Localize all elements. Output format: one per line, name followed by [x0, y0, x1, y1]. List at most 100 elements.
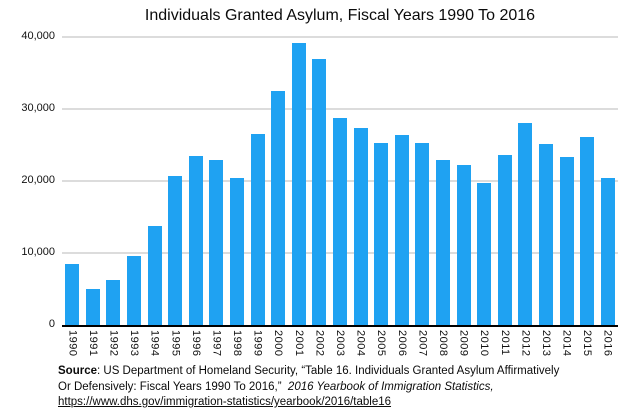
x-label-slot-2004: 2004 — [350, 330, 371, 356]
y-tick-label-40000: 40,000 — [21, 30, 55, 42]
bar-2006 — [394, 135, 409, 325]
source-line-2: Or Defensively: Fiscal Years 1990 To 201… — [58, 380, 598, 396]
y-tick-label-20000: 20,000 — [21, 174, 55, 186]
bar-1997 — [209, 159, 224, 325]
bar-col-2007 — [412, 37, 433, 325]
x-tick-label-2010: 2010 — [478, 330, 491, 357]
x-tick-label-1997: 1997 — [210, 330, 223, 357]
bar-col-2006 — [392, 37, 413, 325]
bar-1993 — [127, 256, 142, 325]
bar-col-1999 — [247, 37, 268, 325]
bar-col-2004 — [350, 37, 371, 325]
bar-2011 — [497, 154, 512, 325]
source-note: Source: US Department of Homeland Securi… — [58, 364, 598, 411]
source-line-1: Source: US Department of Homeland Securi… — [58, 364, 598, 380]
bar-2009 — [456, 165, 471, 325]
bar-2000 — [271, 91, 286, 325]
bar-col-2014 — [556, 37, 577, 325]
x-label-slot-2000: 2000 — [268, 330, 289, 356]
x-label-slot-2013: 2013 — [536, 330, 557, 356]
bar-2003 — [333, 118, 348, 325]
bar-2002 — [312, 59, 327, 325]
x-label-slot-1990: 1990 — [62, 330, 83, 356]
x-tick-label-2013: 2013 — [539, 330, 552, 357]
bar-1995 — [168, 175, 183, 325]
x-axis-labels: 1990 1991 1992 1993 1994 1995 1996 1997 1998 1999… — [62, 330, 618, 356]
bar-col-2005 — [371, 37, 392, 325]
x-tick-label-1995: 1995 — [169, 330, 182, 357]
x-tick-label-1998: 1998 — [231, 330, 244, 357]
x-label-slot-1992: 1992 — [103, 330, 124, 356]
x-label-slot-1998: 1998 — [227, 330, 248, 356]
bar-2012 — [518, 123, 533, 325]
source-text-2: Or Defensively: Fiscal Years 1990 To 201… — [58, 380, 288, 393]
plot-area — [62, 36, 618, 327]
bar-1999 — [250, 133, 265, 325]
bars-container — [62, 37, 618, 325]
bar-col-2002 — [309, 37, 330, 325]
x-tick-label-1994: 1994 — [148, 330, 161, 357]
source-label: Source — [58, 365, 97, 377]
bar-col-2012 — [515, 37, 536, 325]
bar-2005 — [374, 143, 389, 325]
x-label-slot-2012: 2012 — [515, 330, 536, 356]
x-tick-label-1996: 1996 — [189, 330, 202, 357]
x-label-slot-2014: 2014 — [556, 330, 577, 356]
bar-col-1990 — [62, 37, 83, 325]
x-label-slot-2001: 2001 — [289, 330, 310, 356]
x-label-slot-2015: 2015 — [577, 330, 598, 356]
x-tick-label-2005: 2005 — [375, 330, 388, 357]
x-label-slot-2007: 2007 — [412, 330, 433, 356]
x-tick-label-2014: 2014 — [560, 330, 573, 357]
x-tick-label-2000: 2000 — [272, 330, 285, 357]
bar-col-1998 — [227, 37, 248, 325]
bar-col-1996 — [186, 37, 207, 325]
x-label-slot-1996: 1996 — [186, 330, 207, 356]
x-tick-label-2016: 2016 — [601, 330, 614, 357]
bar-col-2009 — [453, 37, 474, 325]
x-tick-label-1990: 1990 — [66, 330, 79, 357]
bar-col-2013 — [536, 37, 557, 325]
x-tick-label-2004: 2004 — [354, 330, 367, 357]
bar-1992 — [106, 279, 121, 325]
bar-1991 — [85, 288, 100, 325]
bar-col-1993 — [124, 37, 145, 325]
x-label-slot-1993: 1993 — [124, 330, 145, 356]
x-axis-line — [62, 325, 618, 327]
bar-col-1997 — [206, 37, 227, 325]
bar-col-2003 — [330, 37, 351, 325]
bar-2016 — [600, 177, 615, 325]
x-label-slot-1994: 1994 — [144, 330, 165, 356]
chart-title: Individuals Granted Asylum, Fiscal Years… — [144, 7, 536, 24]
bar-col-2001 — [289, 37, 310, 325]
source-text: : US Department of Homeland Security, “T… — [97, 365, 560, 377]
y-tick-label-30000: 30,000 — [21, 102, 55, 114]
x-tick-label-1992: 1992 — [107, 330, 120, 357]
bar-2014 — [559, 156, 574, 325]
bar-col-2011 — [494, 37, 515, 325]
x-tick-label-1993: 1993 — [128, 330, 141, 357]
x-label-slot-2009: 2009 — [453, 330, 474, 356]
bar-col-2008 — [433, 37, 454, 325]
bar-2004 — [353, 128, 368, 325]
x-tick-label-2008: 2008 — [436, 330, 449, 357]
bar-col-1995 — [165, 37, 186, 325]
source-url-link[interactable]: https://www.dhs.gov/immigration-statisti… — [58, 396, 392, 408]
gridline-30000 — [62, 108, 618, 110]
x-tick-label-2012: 2012 — [519, 330, 532, 357]
x-tick-label-2009: 2009 — [457, 330, 470, 357]
source-line-3: https://www.dhs.gov/immigration-statisti… — [58, 395, 598, 411]
bar-col-2000 — [268, 37, 289, 325]
bar-1990 — [65, 264, 80, 325]
bar-col-2010 — [474, 37, 495, 325]
x-label-slot-1997: 1997 — [206, 330, 227, 356]
x-tick-label-2002: 2002 — [313, 330, 326, 357]
x-label-slot-2002: 2002 — [309, 330, 330, 356]
x-label-slot-2006: 2006 — [392, 330, 413, 356]
x-tick-label-2003: 2003 — [334, 330, 347, 357]
x-tick-label-2007: 2007 — [416, 330, 429, 357]
x-label-slot-2016: 2016 — [597, 330, 618, 356]
bar-2001 — [291, 43, 306, 325]
y-tick-label-0: 0 — [48, 318, 55, 330]
